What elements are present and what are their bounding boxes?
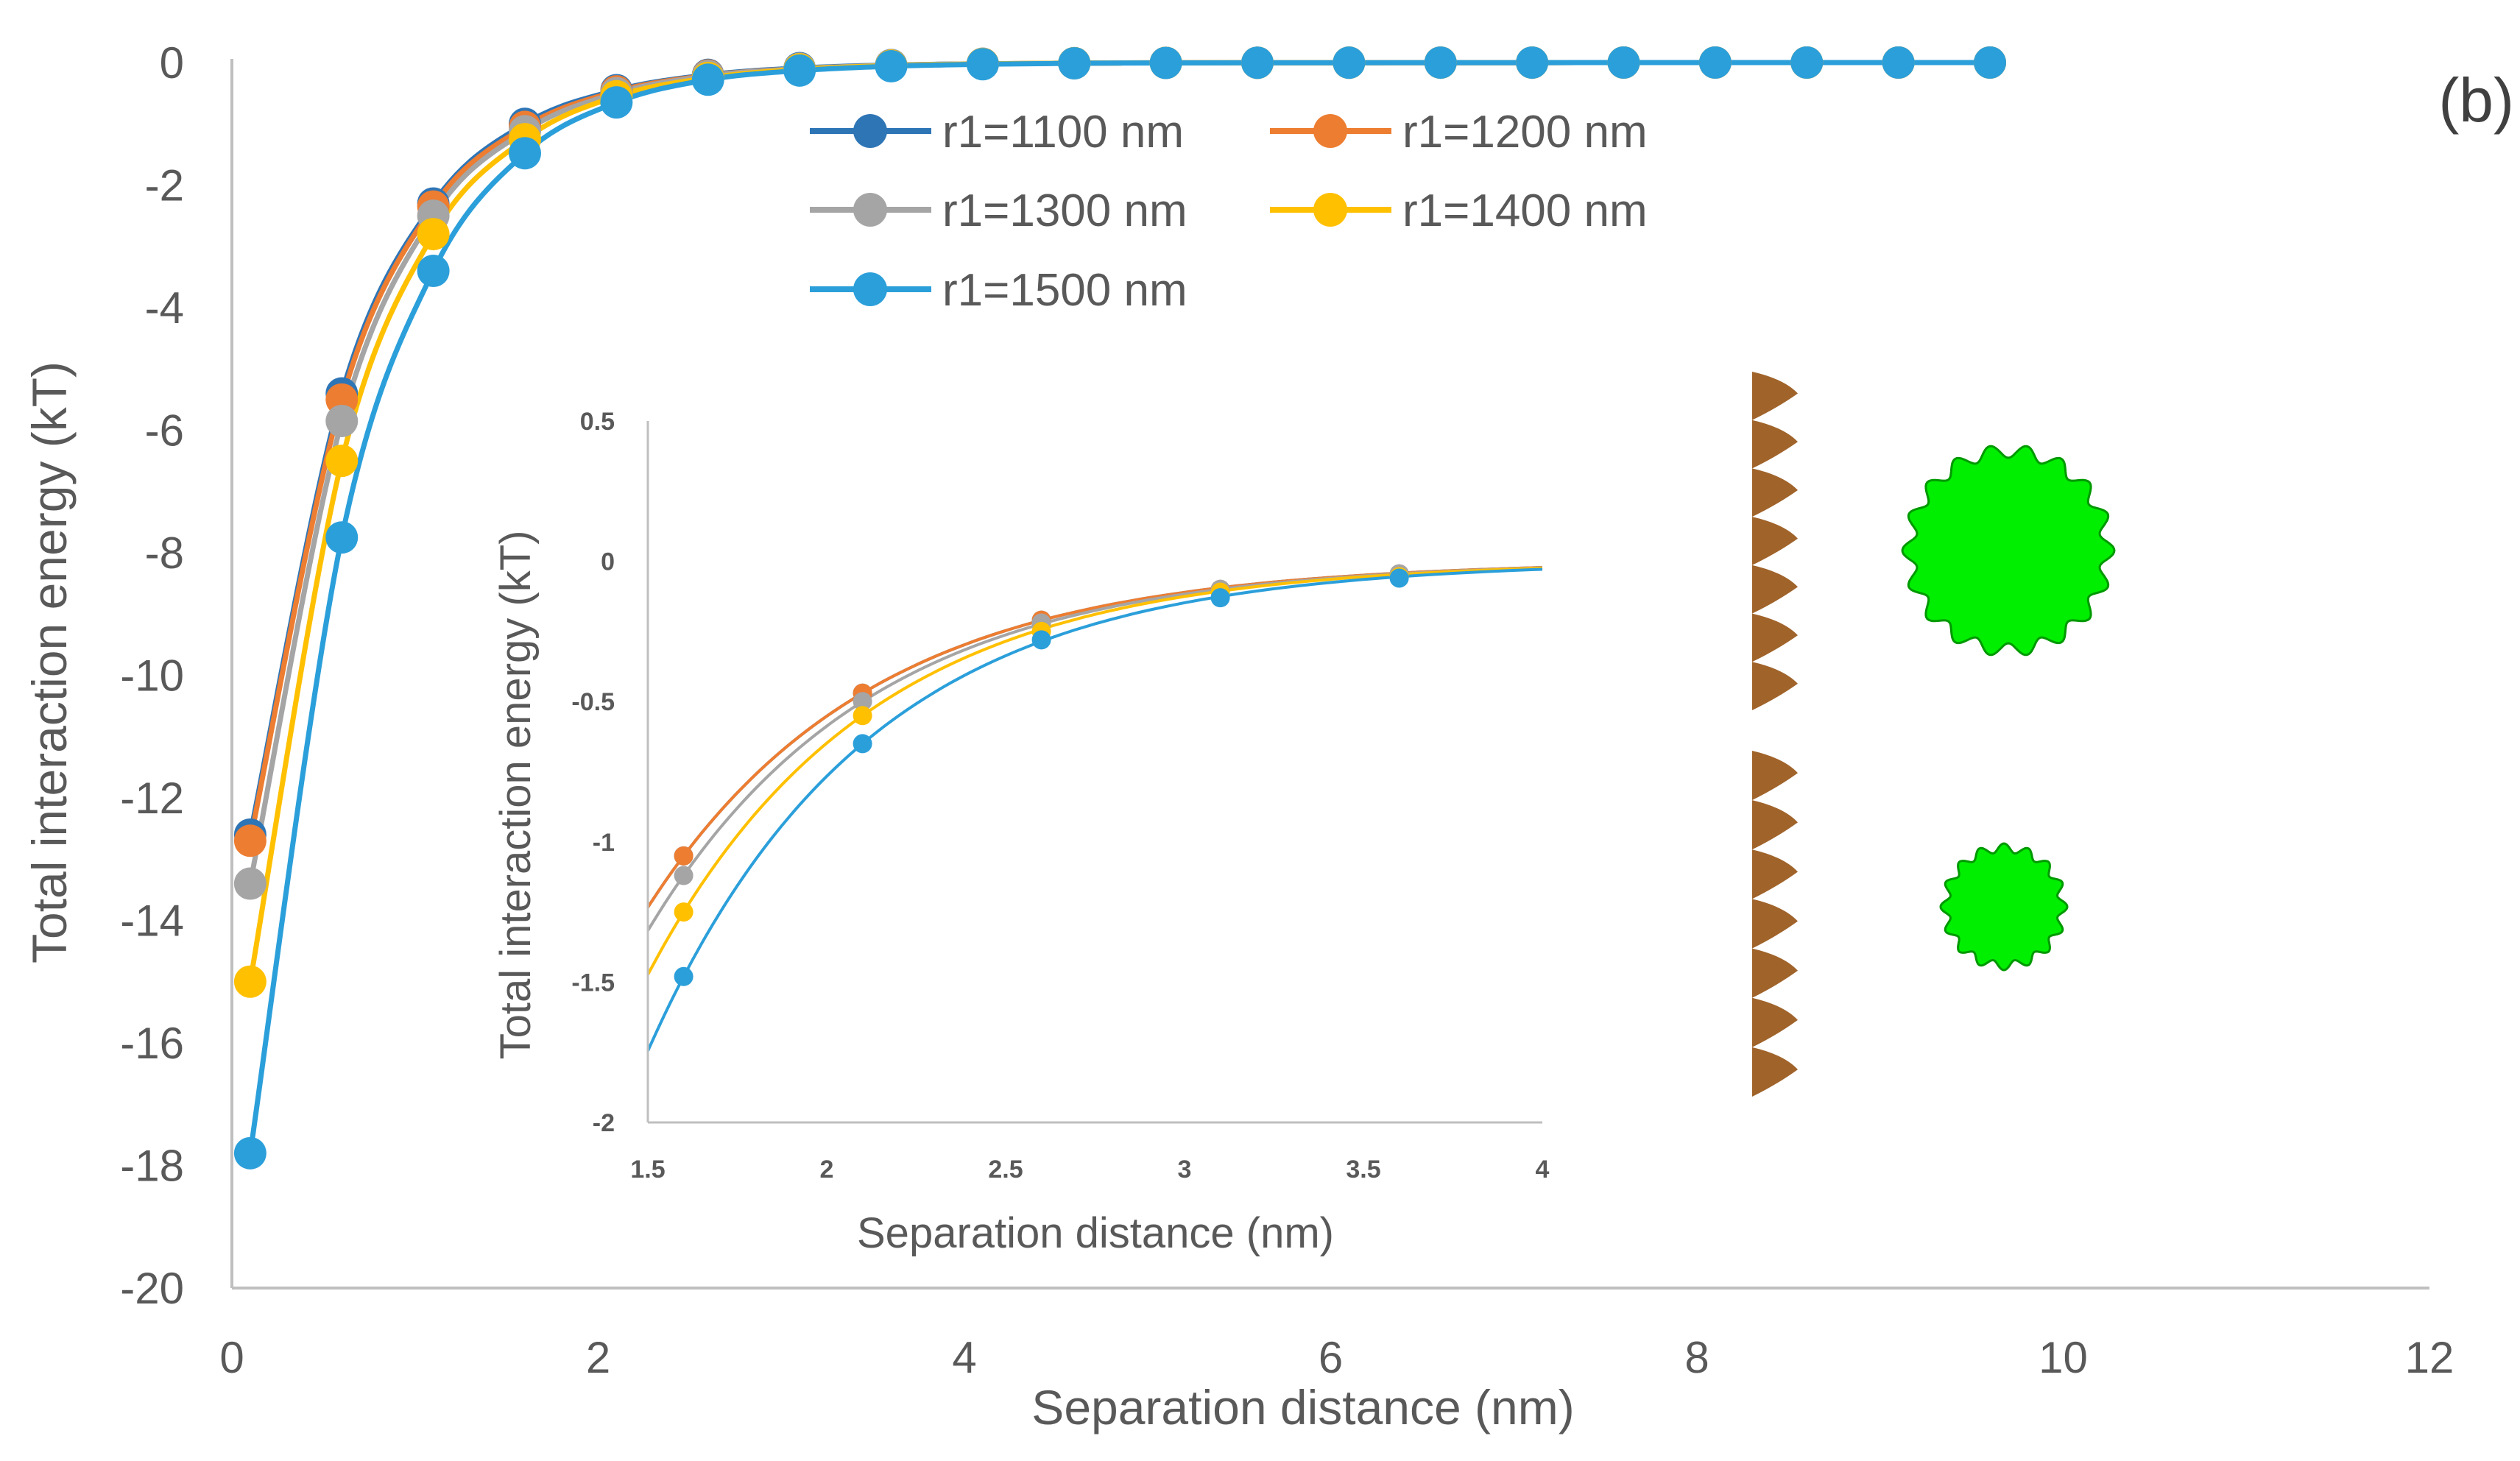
main-x-tick-label: 6 — [1319, 1333, 1343, 1382]
inset-data-point — [853, 706, 872, 726]
main-y-tick-label: -18 — [120, 1142, 184, 1191]
main-x-tick-label: 10 — [2039, 1333, 2088, 1382]
surface-particle-illustration — [1752, 372, 2116, 1097]
inset-x-tick-label: 2 — [820, 1156, 834, 1184]
inset-x-tick-label: 3.5 — [1346, 1156, 1380, 1184]
legend-marker — [853, 193, 887, 227]
main-data-point — [325, 445, 359, 478]
rough-surface-bottom — [1752, 751, 1798, 1097]
main-axes — [230, 59, 2429, 1290]
inset-chart: 1.5 2 2.5 3 3.5 4 0.5 0 -0.5 -1 -1.5 -2 Separation … — [492, 408, 1550, 1257]
main-chart: 0 2 4 6 8 10 120-2-4-6-8-10-12-14-16-18-20 Sep… — [22, 38, 2454, 1435]
inset-data-point — [1210, 588, 1230, 608]
panel-label: (b) — [2438, 66, 2514, 135]
rough-surface-top — [1752, 372, 1798, 710]
main-tick-labels: 0 2 4 6 8 10 120-2-4-6-8-10-12-14-16-18-20 — [120, 38, 2454, 1382]
main-data-point — [1058, 46, 1091, 79]
inset-y-tick-label: 0.5 — [580, 408, 615, 436]
main-y-axis-title: Total interaction energy (kT) — [22, 361, 77, 963]
main-data-point — [783, 54, 816, 87]
main-y-tick-label: -12 — [120, 774, 184, 823]
main-data-point — [509, 137, 541, 170]
inset-y-tick-label: -2 — [593, 1109, 615, 1137]
main-data-point — [233, 1136, 267, 1170]
main-data-point — [1790, 46, 1824, 79]
main-y-tick-label: -20 — [120, 1264, 184, 1313]
legend-label: r1=1100 nm — [942, 107, 1184, 158]
inset-x-tick-label: 1.5 — [630, 1156, 665, 1184]
main-data-point — [233, 965, 267, 998]
main-x-tick-label: 4 — [952, 1333, 976, 1382]
main-series-line — [247, 60, 1990, 1154]
inset-data-point — [1031, 630, 1051, 650]
inset-axes — [646, 421, 1542, 1124]
main-data-point — [600, 86, 633, 119]
main-data-point — [1241, 46, 1274, 79]
inset-data-point — [674, 902, 693, 922]
legend-label: r1=1500 nm — [942, 265, 1187, 316]
main-data-point — [875, 49, 908, 82]
main-data-point — [325, 405, 359, 438]
main-data-point — [233, 824, 267, 857]
main-data-point — [691, 63, 724, 96]
inset-data-point — [853, 734, 872, 754]
main-data-point — [1974, 46, 2006, 79]
main-y-tick-label: -2 — [145, 161, 184, 211]
main-y-tick-label: -14 — [120, 896, 184, 946]
small-particle — [1939, 842, 2069, 972]
main-data-point — [1149, 46, 1182, 79]
main-y-tick-label: 0 — [160, 38, 184, 88]
main-data-point — [417, 255, 450, 288]
inset-data-point — [674, 866, 693, 885]
main-data-point — [1882, 46, 1915, 79]
main-y-tick-label: -4 — [145, 283, 184, 333]
inset-x-axis-title: Separation distance (nm) — [857, 1209, 1334, 1257]
inset-y-axis-title: Total interaction energy (kT) — [492, 531, 540, 1060]
main-data-point — [1516, 46, 1549, 79]
inset-series-markers — [674, 564, 1409, 986]
main-data-point — [417, 218, 450, 251]
inset-tick-labels: 1.5 2 2.5 3 3.5 4 0.5 0 -0.5 -1 -1.5 -2 — [571, 408, 1549, 1184]
legend-label: r1=1300 nm — [942, 185, 1187, 236]
inset-x-tick-label: 3 — [1178, 1156, 1192, 1184]
large-particle — [1901, 445, 2116, 657]
inset-data-point — [1389, 568, 1409, 588]
inset-y-tick-label: 0 — [601, 548, 615, 576]
main-x-tick-label: 12 — [2405, 1333, 2454, 1382]
main-x-tick-label: 8 — [1684, 1333, 1709, 1382]
main-y-tick-label: -8 — [145, 528, 184, 578]
legend-marker — [853, 114, 887, 148]
main-data-point — [1424, 46, 1457, 79]
inset-y-tick-label: -1 — [593, 829, 615, 857]
main-y-tick-label: -6 — [145, 406, 184, 456]
legend-marker — [853, 272, 887, 306]
legend-marker — [1313, 193, 1347, 227]
main-y-tick-label: -16 — [120, 1019, 184, 1068]
main-data-point — [1698, 46, 1732, 79]
main-data-point — [325, 521, 359, 554]
legend-label: r1=1400 nm — [1402, 185, 1648, 236]
legend-label: r1=1200 nm — [1402, 107, 1648, 158]
legend: r1=1100 nm r1=1200 nm r1=1300 nm r1=1400 nm… — [810, 107, 1648, 316]
main-x-axis-title: Separation distance (nm) — [1031, 1380, 1574, 1435]
legend-marker — [1313, 114, 1347, 148]
inset-y-tick-label: -0.5 — [571, 688, 615, 716]
inset-data-point — [674, 846, 693, 866]
inset-y-tick-label: -1.5 — [571, 969, 615, 997]
main-data-point — [966, 48, 999, 81]
inset-x-tick-label: 2.5 — [988, 1156, 1023, 1184]
main-data-point — [233, 867, 267, 900]
inset-data-point — [853, 692, 872, 712]
main-x-tick-label: 2 — [586, 1333, 610, 1382]
inset-data-point — [674, 966, 693, 986]
main-data-point — [1607, 46, 1640, 79]
inset-x-tick-label: 4 — [1536, 1156, 1550, 1184]
main-y-tick-label: -10 — [120, 651, 184, 701]
main-series-markers — [233, 46, 2006, 1170]
main-data-point — [1333, 46, 1366, 79]
main-x-tick-label: 0 — [219, 1333, 244, 1382]
